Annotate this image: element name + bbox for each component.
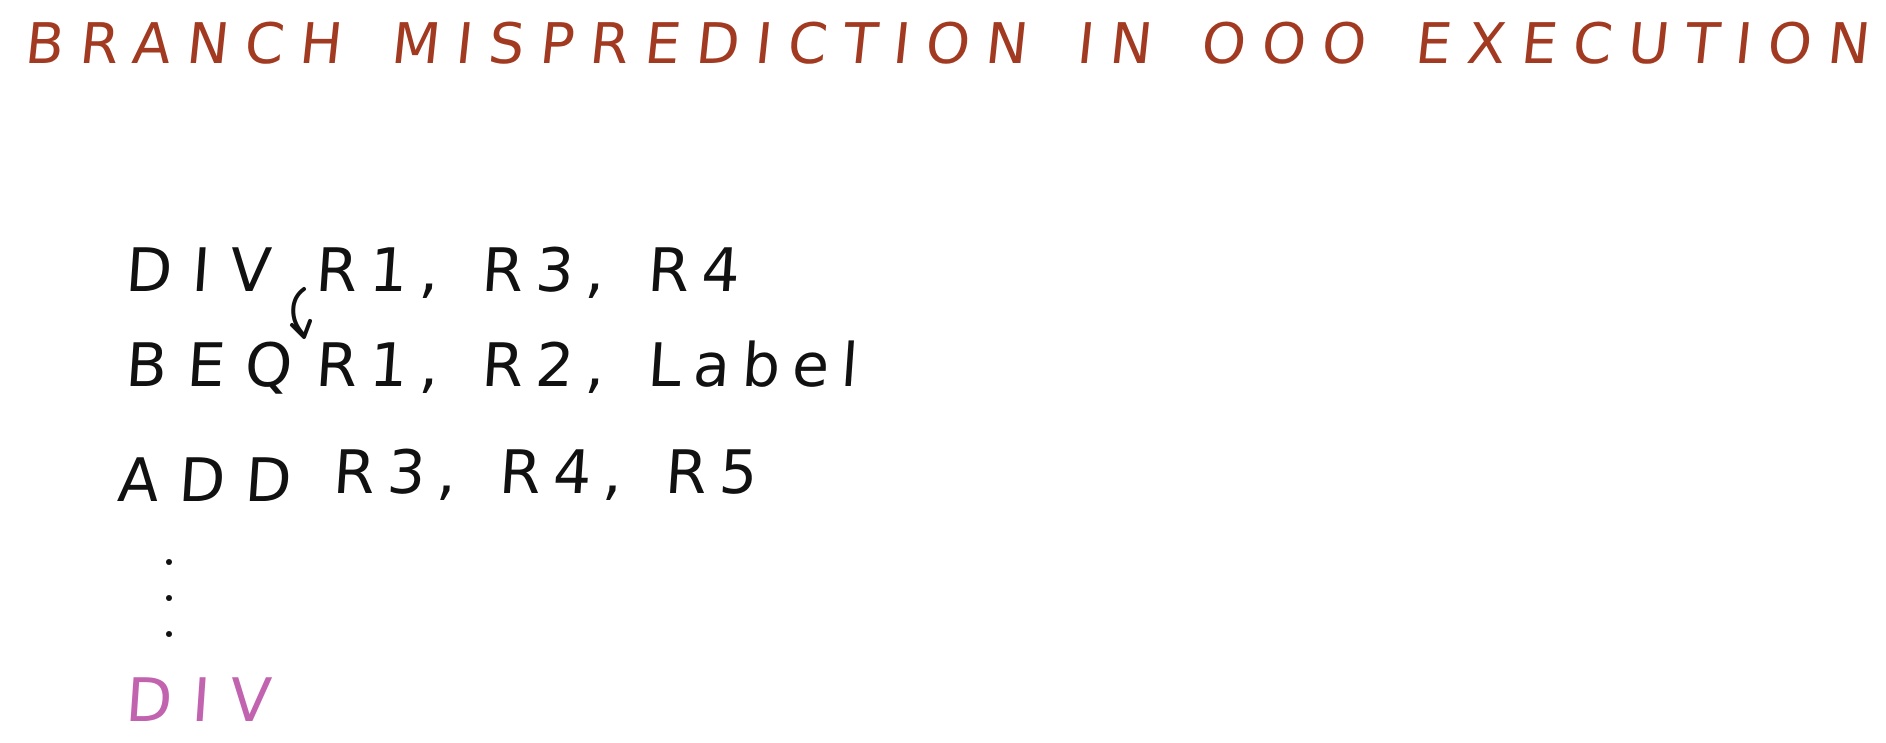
instruction-div-highlight: DIV [124,666,429,736]
ellipsis-vertical [160,555,180,645]
instruction-opcode: DIV [123,236,294,306]
instruction-opcode: DIV [123,666,294,736]
instruction-add: ADD R3, R4, R5 [115,438,772,516]
ellipsis-dot [166,595,172,601]
ellipsis-dot [166,559,172,565]
instruction-div: DIV R1, R3, R4 [123,236,755,306]
dependency-arrow-path [291,287,306,335]
dependency-arrow-head [290,319,312,339]
page-title: BRANCH MISPREDICTION IN OOO EXECUTION [22,12,1886,77]
instruction-opcode: BEQ [123,331,315,401]
ellipsis-dot [166,631,172,637]
instruction-beq: BEQ R1, R2, Label [123,331,873,401]
dependency-arrow-icon [290,287,312,339]
instruction-operands: R1, R3, R4 [313,236,755,306]
instruction-operands: R1, R2, Label [313,331,873,401]
instruction-operands: R3, R4, R5 [331,438,772,508]
instruction-opcode: ADD [115,446,314,516]
